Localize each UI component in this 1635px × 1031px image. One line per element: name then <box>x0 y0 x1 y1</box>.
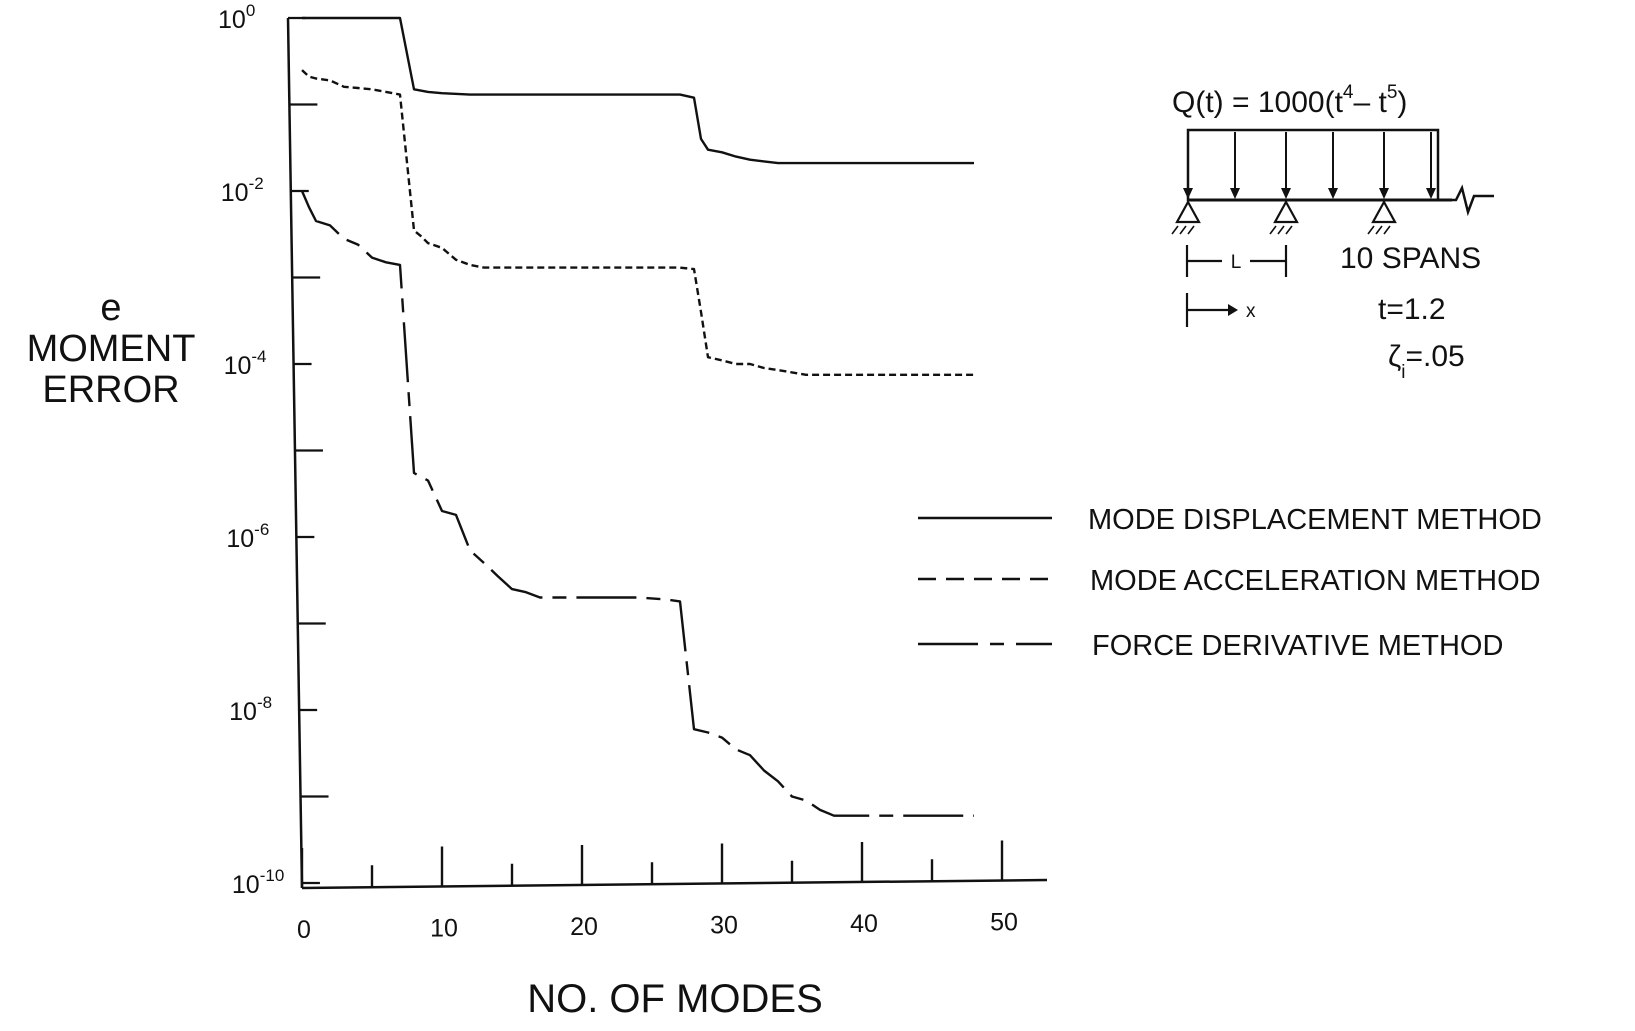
x-tick-label: 50 <box>990 908 1018 936</box>
load-formula: Q(t) = 1000(t4– t5) <box>1172 82 1407 119</box>
x-tick-label: 30 <box>710 911 738 939</box>
load-formula-prefix: Q(t) = 1000(t <box>1172 86 1344 119</box>
x-coordinate-arrow: x <box>1185 293 1256 327</box>
load-box <box>1186 128 1440 202</box>
x-coordinate-label: x <box>1246 301 1256 322</box>
series-line-1 <box>302 16 974 165</box>
beam-break-icon <box>1438 184 1494 217</box>
load-arrow-head-icon <box>1281 188 1291 199</box>
y-tick-base: 10 <box>221 179 249 207</box>
legend-label-mode-displacement: MODE DISPLACEMENT METHOD <box>1088 504 1542 536</box>
damping-value: =.05 <box>1405 340 1464 373</box>
y-tick-exponent: -6 <box>254 520 269 539</box>
x-axis-label: NO. OF MODES <box>527 977 823 1021</box>
y-tick-label: 10-6 <box>226 520 269 553</box>
spans-count: 10 SPANS <box>1340 242 1481 275</box>
inset-beam-diagram: Q(t) = 1000(t4– t5) L <box>1171 82 1494 383</box>
load-arrow-head-icon <box>1426 188 1436 199</box>
damping-ratio: ζi=.05 <box>1388 340 1465 383</box>
span-length-label: L <box>1231 252 1242 273</box>
series-line-3 <box>300 190 974 817</box>
y-tick-base: 10 <box>218 6 246 34</box>
load-arrow-head-icon <box>1230 188 1240 199</box>
support-3-icon <box>1367 199 1397 235</box>
y-tick-base: 10 <box>226 525 254 553</box>
time-value: t=1.2 <box>1378 293 1446 326</box>
x-tick-label: 40 <box>850 910 878 938</box>
damping-symbol: ζ <box>1388 340 1401 373</box>
support-1-icon <box>1171 199 1201 235</box>
x-tick-label: 0 <box>297 916 311 944</box>
y-tick-exponent: 0 <box>246 1 255 20</box>
y-axis-label-line-2: MOMENT <box>27 328 196 370</box>
y-axis-label-line-3: ERROR <box>42 369 179 411</box>
y-tick-label: 100 <box>218 1 255 34</box>
series-line-2 <box>301 69 974 376</box>
legend: MODE DISPLACEMENT METHOD MODE ACCELERATI… <box>918 504 1542 662</box>
y-tick-exponent: -2 <box>249 174 264 193</box>
load-formula-suffix: ) <box>1397 86 1407 119</box>
legend-label-mode-acceleration: MODE ACCELERATION METHOD <box>1090 565 1541 597</box>
damping-subscript: i <box>1401 362 1405 383</box>
load-formula-middle: – t <box>1353 86 1387 119</box>
load-arrow-head-icon <box>1183 188 1193 199</box>
y-tick-base: 10 <box>229 698 257 726</box>
y-tick-exponent: -10 <box>260 866 285 885</box>
y-axis-label: e MOMENT ERROR <box>27 287 196 411</box>
load-arrow-head-icon <box>1379 188 1389 199</box>
y-tick-label: 10-10 <box>232 866 284 899</box>
y-tick-label: 10-8 <box>229 693 272 726</box>
support-2-icon <box>1269 199 1299 235</box>
y-tick-exponent: -4 <box>251 347 266 366</box>
y-tick-exponent: -8 <box>257 693 272 712</box>
y-tick-base: 10 <box>232 871 260 899</box>
x-ticks: 0 10 20 30 40 50 <box>297 840 1018 944</box>
load-arrow-head-icon <box>1328 188 1338 199</box>
y-tick-label: 10-2 <box>221 174 264 207</box>
x-tick-label: 10 <box>430 914 458 942</box>
y-tick-label: 10-4 <box>224 347 267 380</box>
y-tick-base: 10 <box>224 352 252 380</box>
load-arrows <box>1183 132 1436 199</box>
load-formula-exp1: 4 <box>1343 82 1354 103</box>
x-axis-line <box>301 878 1048 890</box>
series-group <box>300 16 974 817</box>
legend-label-force-derivative: FORCE DERIVATIVE METHOD <box>1092 630 1503 662</box>
y-axis-label-line-1: e <box>100 287 121 329</box>
span-dimension: L <box>1185 245 1288 277</box>
x-tick-label: 20 <box>570 913 598 941</box>
y-axis-line <box>286 17 304 889</box>
load-formula-exp2: 5 <box>1387 82 1398 103</box>
